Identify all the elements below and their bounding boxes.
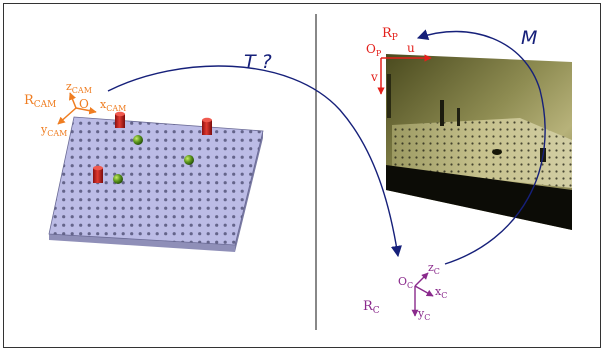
- transform-m-label: M: [521, 27, 537, 49]
- camera-frame-label: RCAM: [24, 93, 56, 110]
- cylinder-peg-icon: [202, 117, 212, 135]
- transform-m-arrow: [416, 29, 546, 265]
- camera-z-label: zCAM: [66, 80, 92, 95]
- projector-frame-label: RP: [382, 26, 398, 43]
- camera-photo: [386, 54, 572, 230]
- projector-frame-axes: [377, 54, 432, 95]
- sphere-icon: [133, 135, 143, 145]
- projector-origin-label: OP: [366, 42, 382, 58]
- camera-frame-axes: [57, 92, 97, 125]
- outer-border: [3, 3, 601, 348]
- transform-t-arrow: [107, 65, 402, 258]
- transform-t-label: T ?: [244, 51, 272, 73]
- camera-x-label: xCAM: [100, 98, 126, 113]
- projector-u-label: u: [407, 41, 415, 55]
- sphere-icon: [113, 174, 123, 184]
- calibration-frame-axes: [411, 272, 434, 317]
- calibration-frame-label: RC: [363, 299, 380, 316]
- calibration-x-label: xC: [435, 285, 447, 300]
- projector-v-label: v: [370, 70, 378, 84]
- camera-origin-label: O: [79, 97, 89, 111]
- cylinder-peg-icon: [93, 165, 103, 183]
- cylinder-peg-icon: [115, 111, 125, 128]
- sphere-icon: [184, 155, 194, 165]
- perforated-plate: [48, 116, 264, 252]
- calibration-y-label: yC: [417, 307, 430, 322]
- camera-y-label: yCAM: [40, 123, 67, 138]
- calibration-z-label: zC: [428, 261, 440, 276]
- calibration-origin-label: OC: [398, 275, 413, 290]
